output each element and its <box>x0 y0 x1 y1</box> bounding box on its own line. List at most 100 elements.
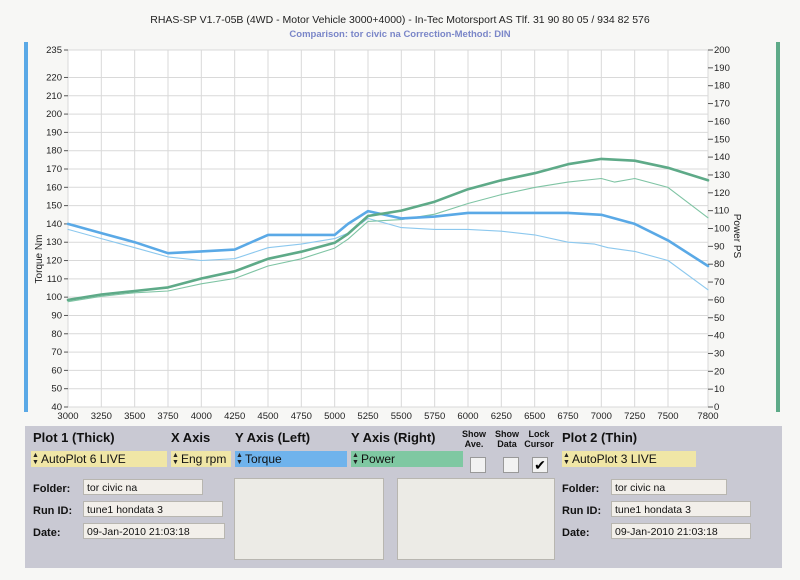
y-right-tick-label: 70 <box>714 277 725 288</box>
x-axis-header: X Axis <box>171 430 211 445</box>
left-runid-label: Run ID: <box>33 505 73 517</box>
y-right-tick-label: 170 <box>714 99 730 110</box>
y-right-axis-title: Power PS <box>731 214 742 259</box>
show-ave-label: Show Ave. <box>462 429 486 449</box>
plot2-select[interactable]: ▲ ▼ AutoPlot 3 LIVE <box>562 451 696 467</box>
y-left-tick-label: 235 <box>46 45 62 56</box>
y-right-tick-label: 50 <box>714 313 725 324</box>
y-right-tick-label: 110 <box>714 206 729 217</box>
updown-arrow-icon: ▲ ▼ <box>352 452 359 466</box>
x-tick-label: 3750 <box>157 411 178 422</box>
y-right-tick-label: 200 <box>714 45 730 56</box>
y-right-tick-label: 30 <box>714 348 725 359</box>
y-right-tick-label: 100 <box>714 224 730 235</box>
x-tick-label: 3000 <box>57 411 78 422</box>
plot-area <box>67 49 709 408</box>
checkmark-icon: ✔ <box>534 457 546 473</box>
dyno-chart: 235 220 210 200 190 180 170 160 150 140 130 120 110 1… <box>24 42 780 422</box>
show-ave-checkbox[interactable] <box>470 457 486 473</box>
right-folder-field: tor civic na <box>611 479 727 495</box>
left-folder-label: Folder: <box>33 483 71 495</box>
x-ticks: 3000 3250 3500 3750 4000 4250 4500 4750 5000 5250… <box>57 411 718 422</box>
y-left-tick-label: 160 <box>46 182 62 193</box>
x-tick-label: 5250 <box>357 411 378 422</box>
y-right-tick-label: 60 <box>714 295 725 306</box>
plot2-select-value: AutoPlot 3 LIVE <box>572 452 657 466</box>
y-right-tick-label: 10 <box>714 384 725 395</box>
plot1-select[interactable]: ▲ ▼ AutoPlot 6 LIVE <box>31 451 167 467</box>
updown-arrow-icon: ▲ ▼ <box>563 452 570 466</box>
y-left-tick-label: 180 <box>46 146 62 157</box>
updown-arrow-icon: ▲ ▼ <box>32 452 39 466</box>
y-left-tick-label: 50 <box>51 384 62 395</box>
y-left-tick-label: 90 <box>51 310 62 321</box>
y-right-tick-label: 130 <box>714 170 730 181</box>
left-date-field: 09-Jan-2010 21:03:18 <box>83 523 225 539</box>
plot1-header: Plot 1 (Thick) <box>33 430 115 445</box>
x-axis-select[interactable]: ▲ ▼ Eng rpm <box>171 451 231 467</box>
y-left-tick-label: 140 <box>46 219 62 230</box>
y-right-ticks: 2001901801701601501401301201101009080706… <box>708 45 730 413</box>
left-runid-field: tune1 hondata 3 <box>83 501 223 517</box>
torque-thin-line <box>67 217 709 291</box>
x-tick-label: 7500 <box>657 411 678 422</box>
y-left-tick-label: 120 <box>46 256 62 267</box>
x-tick-label: 3250 <box>91 411 112 422</box>
y-left-tick-label: 40 <box>51 402 62 413</box>
left-axis-bar <box>24 42 28 412</box>
y-right-tick-label: 190 <box>714 63 730 74</box>
y-right-tick-label: 160 <box>714 116 730 127</box>
right-runid-label: Run ID: <box>562 505 602 517</box>
y-left-header: Y Axis (Left) <box>235 430 311 445</box>
y-left-tick-label: 130 <box>46 237 62 248</box>
plot1-select-value: AutoPlot 6 LIVE <box>41 452 126 466</box>
right-folder-label: Folder: <box>562 483 600 495</box>
y-left-tick-label: 100 <box>46 292 62 303</box>
right-notes-box <box>397 478 555 560</box>
y-right-tick-label: 80 <box>714 259 725 270</box>
series-lines <box>66 157 710 303</box>
y-left-tick-label: 190 <box>46 127 62 138</box>
x-tick-label: 6000 <box>457 411 478 422</box>
y-left-tick-label: 80 <box>51 329 62 340</box>
y-left-select[interactable]: ▲ ▼ Torque <box>235 451 347 467</box>
y-left-ticks: 235 220 210 200 190 180 170 160 150 140 130 120 110 1… <box>46 45 68 413</box>
y-left-select-value: Torque <box>245 452 282 466</box>
y-right-select[interactable]: ▲ ▼ Power <box>351 451 463 467</box>
x-tick-label: 3500 <box>124 411 145 422</box>
x-tick-label: 4000 <box>191 411 212 422</box>
x-tick-label: 4750 <box>291 411 312 422</box>
x-tick-label: 6750 <box>557 411 578 422</box>
power-thin-line <box>67 177 709 303</box>
x-tick-label: 4500 <box>257 411 278 422</box>
x-tick-label: 4250 <box>224 411 245 422</box>
y-right-tick-label: 40 <box>714 331 725 342</box>
torque-thick-line <box>66 209 710 268</box>
right-date-label: Date: <box>562 527 590 539</box>
grid <box>67 49 709 408</box>
y-left-tick-label: 60 <box>51 365 62 376</box>
right-date-field: 09-Jan-2010 21:03:18 <box>611 523 751 539</box>
x-tick-label: 7000 <box>591 411 612 422</box>
y-left-tick-label: 220 <box>46 72 62 83</box>
y-left-tick-label: 170 <box>46 164 62 175</box>
report-title: RHAS-SP V1.7-05B (4WD - Motor Vehicle 30… <box>150 14 650 26</box>
plot2-header: Plot 2 (Thin) <box>562 430 638 445</box>
y-right-header: Y Axis (Right) <box>351 430 436 445</box>
left-date-label: Date: <box>33 527 61 539</box>
x-axis-select-value: Eng rpm <box>181 452 227 466</box>
left-notes-box <box>234 478 384 560</box>
show-data-checkbox[interactable] <box>503 457 519 473</box>
x-tick-label: 6250 <box>491 411 512 422</box>
lock-cursor-checkbox[interactable]: ✔ <box>532 457 548 473</box>
show-data-label: Show Data <box>495 429 519 449</box>
y-left-tick-label: 210 <box>46 91 62 102</box>
lock-cursor-label: Lock Cursor <box>524 429 554 449</box>
power-thick-line <box>66 157 710 302</box>
y-right-tick-label: 150 <box>714 134 730 145</box>
y-right-select-value: Power <box>361 452 396 466</box>
updown-arrow-icon: ▲ ▼ <box>236 452 243 466</box>
right-runid-field: tune1 hondata 3 <box>611 501 751 517</box>
plot-control-panel: Plot 1 (Thick) X Axis Y Axis (Left) Y Ax… <box>25 426 782 568</box>
